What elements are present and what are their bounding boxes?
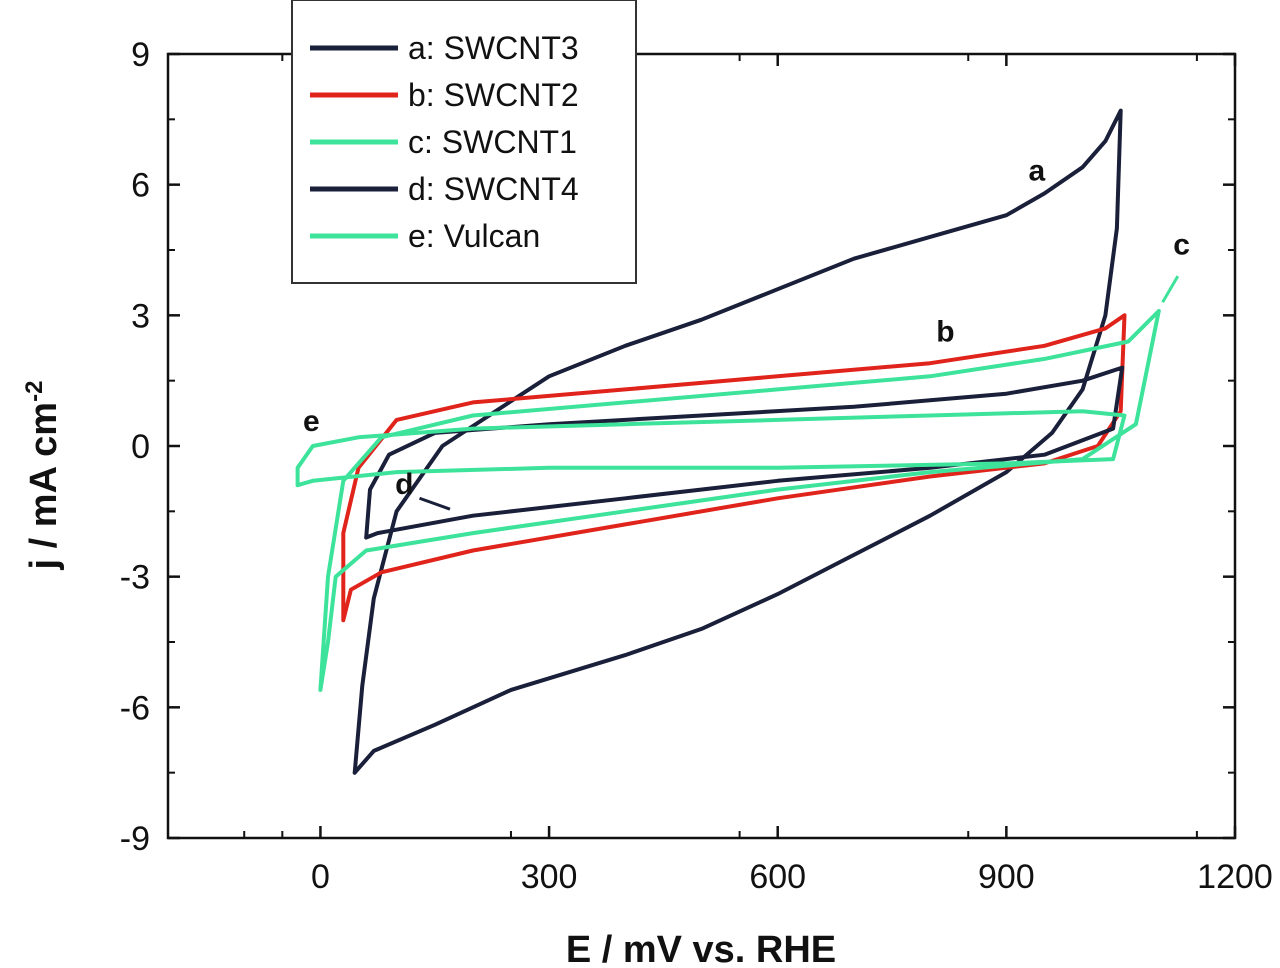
series-line-5 <box>295 409 1127 488</box>
x-tick-label: 1200 <box>1197 858 1273 896</box>
x-tick-label: 300 <box>521 858 578 896</box>
curve-annotation: b <box>936 315 954 348</box>
legend: a: SWCNT3 b: SWCNT2 c: SWCNT1 d: SWCNT4 e: V… <box>291 0 637 284</box>
y-tick-label: -6 <box>120 689 150 727</box>
annotation-leader <box>419 496 451 511</box>
curve-annotation: a <box>1028 154 1045 187</box>
series-line-4 <box>364 365 1125 540</box>
series-line-3 <box>318 309 1161 692</box>
y-tick-label: 6 <box>131 167 150 205</box>
legend-label: d: SWCNT4 <box>408 171 579 207</box>
legend-label: e: Vulcan <box>408 218 540 254</box>
x-tick-label: 600 <box>749 858 806 896</box>
series-layer <box>295 108 1161 775</box>
y-axis-title-main: j / mA cm <box>23 402 65 571</box>
series-line-1 <box>352 108 1123 775</box>
x-tick-label: 900 <box>978 858 1035 896</box>
y-tick-label: 3 <box>131 297 150 335</box>
legend-label: c: SWCNT1 <box>408 124 577 160</box>
y-tick-label: -9 <box>120 820 150 858</box>
curve-annotation: d <box>395 468 413 501</box>
legend-label: b: SWCNT2 <box>408 77 579 113</box>
curve-annotation: e <box>303 405 320 438</box>
annotation-leader <box>1161 275 1180 304</box>
y-axis-title-sup: -2 <box>21 381 48 402</box>
y-axis-title: j / mA cm-2 <box>21 381 65 571</box>
x-tick-label: 0 <box>311 858 330 896</box>
y-tick-label: -3 <box>120 559 150 597</box>
curve-annotation: c <box>1173 228 1190 261</box>
y-tick-label: 9 <box>131 36 150 74</box>
legend-label: a: SWCNT3 <box>408 30 579 66</box>
series-line-2 <box>341 313 1127 623</box>
tick-labels: 0 300 600 900 1200 -9 -6 -3 0 3 6 9 <box>120 36 1273 896</box>
y-tick-label: 0 <box>131 428 150 466</box>
annotations: a b c d e <box>303 154 1190 511</box>
x-axis-title: E / mV vs. RHE <box>566 929 836 968</box>
